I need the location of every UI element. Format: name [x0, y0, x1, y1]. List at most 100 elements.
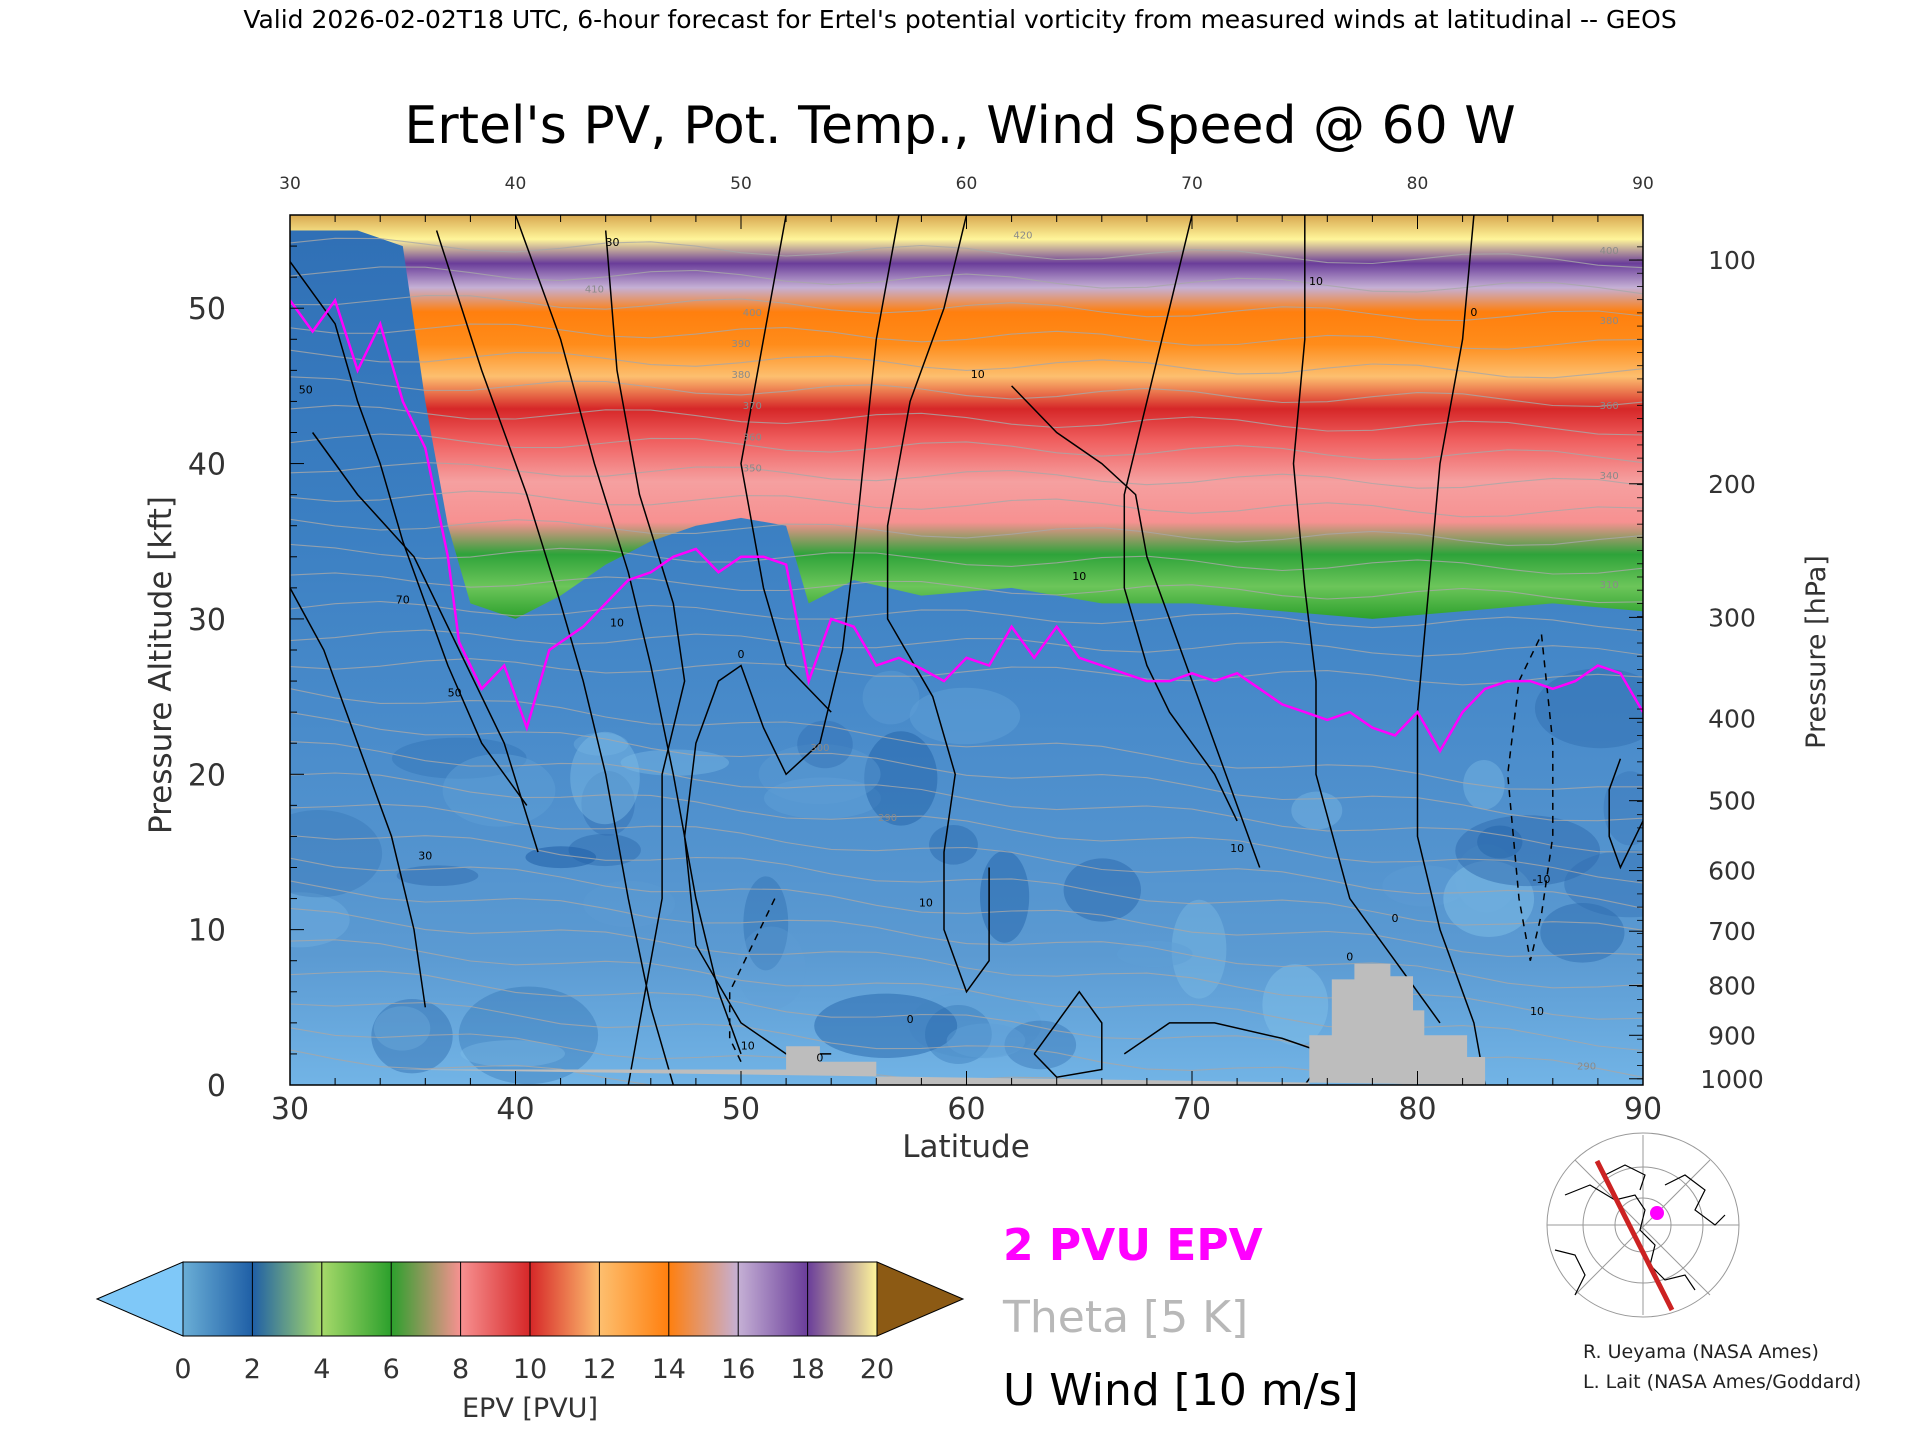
pv-texture-blob	[864, 731, 938, 826]
theta-label: 300	[810, 743, 829, 754]
u-wind-label: 10	[919, 896, 933, 909]
pv-texture-blob	[1171, 899, 1227, 999]
u-wind-label: 10	[1309, 275, 1323, 288]
pv-texture-blob	[581, 771, 635, 836]
theta-contour-line	[290, 376, 1643, 407]
pv-texture-blob	[929, 825, 978, 865]
theta-contour-line	[290, 772, 1643, 884]
pressure-tick-label: 1000	[1700, 1065, 1764, 1094]
y-tick-label: 10	[188, 914, 226, 949]
top-tick-label: 90	[1632, 174, 1654, 194]
x-tick-label: 50	[722, 1092, 760, 1127]
colorbar-under-arrow	[95, 1261, 184, 1337]
pressure-tick-label: 500	[1708, 787, 1756, 816]
pressure-tick-label: 600	[1708, 857, 1756, 886]
theta-contour-line	[290, 803, 1643, 909]
pv-texture-blob	[1603, 771, 1643, 846]
theta-label: 340	[1600, 471, 1619, 482]
u-wind-contour-line	[1292, 215, 1441, 1024]
u-wind-contour-line	[1608, 758, 1643, 870]
theta-label: 290	[878, 813, 897, 824]
pressure-axis-label: Pressure [hPa]	[1801, 555, 1832, 749]
top-axis-ticks: 30 40 50 60 70 80 90	[279, 174, 1654, 229]
pressure-tick-label: 300	[1708, 603, 1756, 632]
theta-label: 360	[743, 432, 762, 443]
theta-contour-line	[290, 490, 1643, 518]
colorbar-tick-label: 10	[513, 1354, 547, 1385]
colorbar-tick-label: 6	[383, 1354, 400, 1385]
pv-texture-blob	[1477, 825, 1523, 859]
pv-texture-blob	[1382, 865, 1467, 907]
pv-texture-blob	[925, 1005, 992, 1064]
legend-theta: Theta [5 K]	[1002, 1292, 1248, 1343]
theta-contour-line	[290, 323, 1643, 350]
theta-label: 410	[585, 285, 604, 296]
pv-texture-blob	[1291, 791, 1343, 830]
y-tick-label: 20	[188, 758, 226, 793]
header-text: Valid 2026-02-02T18 UTC, 6-hour forecast…	[243, 5, 1676, 34]
theta-contour-line	[290, 572, 1643, 604]
theta-contour-line	[290, 433, 1643, 464]
credit-line: R. Ueyama (NASA Ames)	[1583, 1341, 1819, 1363]
colorbar-ticks: 0 2 4 6 8 10 12 14 16 18 20	[174, 1262, 894, 1385]
u-wind-label: 30	[606, 236, 620, 249]
theta-contour-line	[290, 1002, 1643, 1085]
u-wind-contour-line	[435, 230, 675, 1085]
pv-texture-blob	[758, 744, 881, 805]
pv-texture-blob	[1117, 940, 1193, 968]
pv-texture-blob	[290, 892, 350, 948]
theta-contour-line	[290, 543, 1643, 575]
pv-texture-blob	[290, 810, 383, 898]
colorbar-tick-label: 14	[652, 1354, 686, 1385]
pressure-tick-label: 100	[1708, 246, 1756, 275]
pv-texture-blob	[1463, 760, 1505, 810]
u-wind-contour-line	[514, 215, 742, 1055]
pressure-tick-label: 800	[1708, 972, 1756, 1001]
u-wind-contour-line	[683, 215, 900, 1055]
pv-texture-blob	[797, 720, 853, 769]
pv-texture-blob	[909, 687, 1021, 745]
u-wind-contour-line	[1011, 385, 1261, 868]
theta-label: 290	[1577, 1062, 1596, 1073]
u-wind-contour-line	[740, 215, 832, 713]
x-tick-label: 90	[1624, 1092, 1662, 1127]
theta-label: 380	[1600, 316, 1619, 327]
x-axis-ticks: 30 40 50 60 70 80 90	[271, 1071, 1662, 1127]
u-wind-contour-line	[290, 587, 427, 1008]
u-wind-label: 0	[738, 648, 745, 661]
theta-contour-line	[290, 237, 1643, 269]
u-wind-labels: 50 70 50 30 30 10 0 10 10 10 10 10 0 -10 10 0 0 10 0 0	[299, 236, 1551, 1065]
u-wind-label: 10	[1530, 1005, 1544, 1018]
u-wind-contour-line	[886, 215, 990, 994]
pv-texture	[290, 668, 1643, 1085]
y-tick-label: 50	[188, 292, 226, 327]
pv-texture-blob	[1455, 815, 1601, 887]
u-wind-contours	[290, 215, 1643, 1085]
u-wind-label: 0	[1346, 951, 1353, 964]
theta-contour-line	[290, 907, 1643, 1020]
top-tick-label: 60	[956, 174, 978, 194]
theta-labels: 420 410 400 390 380 370 360 350 400 380 360 340 310 3…	[585, 230, 1619, 1072]
u-wind-label: -10	[1533, 873, 1551, 886]
pv-texture-blob	[1262, 964, 1329, 1046]
theta-label: 420	[1013, 230, 1032, 241]
legend-epv: 2 PVU EPV	[1003, 1220, 1263, 1271]
u-wind-contour-line	[1506, 634, 1554, 961]
top-tick-label: 70	[1181, 174, 1203, 194]
pressure-tick-label: 900	[1708, 1021, 1756, 1050]
credits: R. Ueyama (NASA Ames) L. Lait (NASA Ames…	[1583, 1337, 1861, 1397]
pv-texture-blob	[1534, 668, 1643, 749]
u-wind-contour-line	[1033, 990, 1103, 1079]
pv-texture-blob	[908, 991, 1042, 1059]
pv-texture-blob	[862, 670, 920, 725]
x-tick-label: 60	[947, 1092, 985, 1127]
top-tick-label: 30	[279, 174, 301, 194]
terrain	[391, 963, 1486, 1085]
theta-contour-line	[290, 658, 1643, 686]
pv-texture-blob	[460, 1040, 565, 1068]
y-tick-label: 30	[188, 603, 226, 638]
x-tick-label: 40	[496, 1092, 534, 1127]
theta-contour-line	[290, 462, 1643, 489]
x-tick-label: 70	[1173, 1092, 1211, 1127]
